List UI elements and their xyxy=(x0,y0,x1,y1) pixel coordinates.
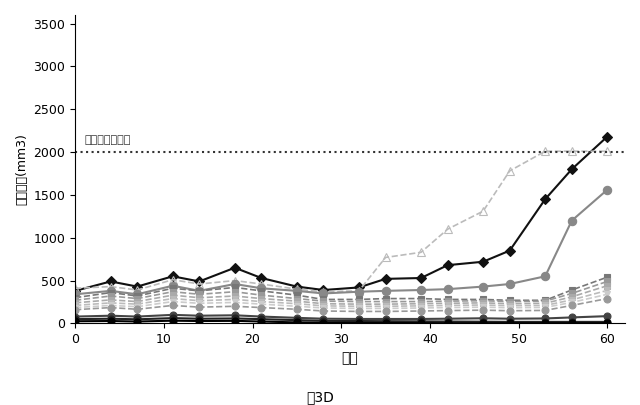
Text: エンドポイント: エンドポイント xyxy=(84,134,131,145)
Text: 図3D: 図3D xyxy=(306,390,334,404)
X-axis label: 日数: 日数 xyxy=(342,352,358,366)
Y-axis label: 腫瘍体積(mm3): 腫瘍体積(mm3) xyxy=(15,133,28,205)
